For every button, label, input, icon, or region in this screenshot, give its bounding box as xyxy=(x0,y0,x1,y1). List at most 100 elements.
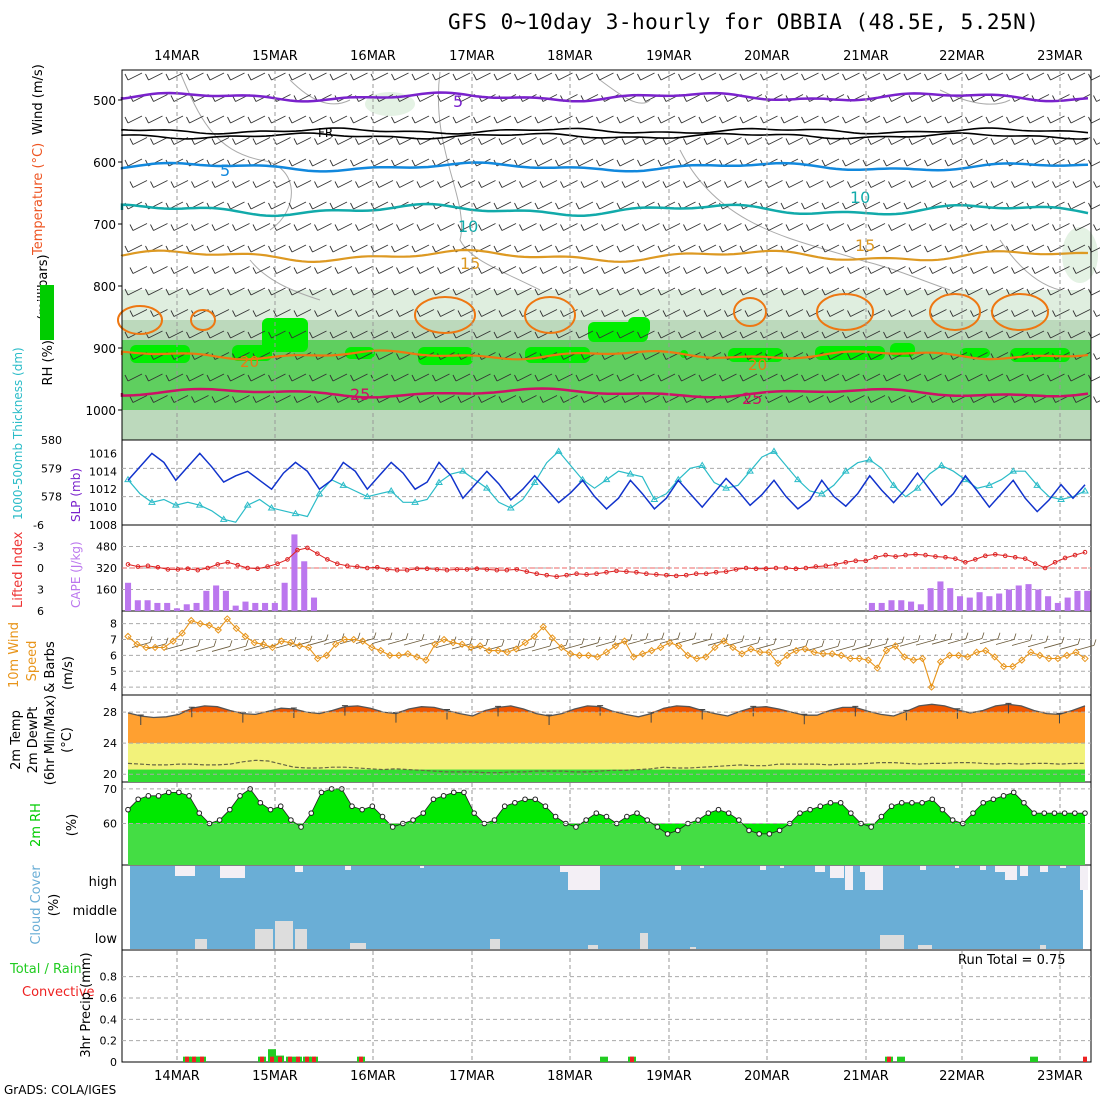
wind10-barb xyxy=(915,633,937,646)
wind10-barb xyxy=(579,636,601,649)
wind-barb xyxy=(637,373,655,382)
wind-barb xyxy=(396,395,414,403)
temp-minmax xyxy=(852,705,859,717)
wind-label: Wind (m/s) xyxy=(31,64,46,135)
cape-bar xyxy=(1035,589,1042,611)
slp-ylabel: SLP (mb) xyxy=(69,468,83,522)
wind-barb xyxy=(842,115,860,124)
wind-barb xyxy=(1006,330,1024,339)
wind-barb xyxy=(493,115,512,124)
wind-barb xyxy=(985,72,1004,81)
wind-barb xyxy=(883,72,901,81)
credit-text: GrADS: COLA/IGES xyxy=(4,1083,117,1097)
wind-speed-point xyxy=(223,615,232,623)
wind-barb xyxy=(396,180,414,188)
cape-bar xyxy=(996,593,1003,611)
li-point xyxy=(763,566,769,572)
rh-point xyxy=(695,817,701,823)
wind-barb xyxy=(924,158,942,167)
wind-barb xyxy=(908,137,927,145)
wind-barb xyxy=(637,244,655,253)
wind-barb xyxy=(621,309,640,317)
cape-bar xyxy=(262,602,269,611)
wind-barb xyxy=(1011,137,1029,145)
temp-minmax xyxy=(597,705,604,716)
wind-barb xyxy=(1067,201,1086,210)
cape-bar xyxy=(310,597,318,611)
cape-label: CAPE (J/kg) xyxy=(69,541,83,608)
wind-barb xyxy=(744,395,763,403)
wind-barb xyxy=(186,373,204,382)
cape-bar xyxy=(213,585,220,611)
temp-closed-contour xyxy=(524,296,576,334)
wind-speed-point xyxy=(187,616,195,625)
li-point xyxy=(594,571,599,577)
wind-barb xyxy=(678,72,696,81)
wind-speed-point xyxy=(431,640,439,648)
wind-barb xyxy=(867,266,886,274)
temp-closed-contour xyxy=(991,293,1049,331)
slp-tick: 1008 xyxy=(89,519,117,532)
cloud-high-gap xyxy=(815,866,825,872)
li-point xyxy=(813,564,819,569)
temp-closed-contour xyxy=(190,309,216,331)
wind-barb xyxy=(780,201,799,210)
wind-barb xyxy=(514,244,532,253)
wind-barb xyxy=(903,244,922,253)
cape-bar xyxy=(183,604,190,611)
wind-barb xyxy=(288,287,307,296)
cape-bar xyxy=(134,600,141,611)
li-point xyxy=(534,571,540,577)
wind-speed-point xyxy=(837,651,845,660)
wind-speed-point xyxy=(449,638,457,647)
wind-speed-point xyxy=(693,654,701,663)
wind-barb xyxy=(1031,137,1050,145)
wind-barb xyxy=(970,137,988,145)
cloud-high-gap xyxy=(845,866,853,890)
rh-point xyxy=(1041,810,1048,816)
wind-barb xyxy=(288,373,307,382)
wind-barb xyxy=(785,137,804,145)
rh-point xyxy=(654,824,661,830)
wind-barb xyxy=(801,115,819,124)
wind-barb xyxy=(908,94,927,102)
precip-tick: 0.6 xyxy=(100,992,118,1005)
wind-speed-point xyxy=(142,643,150,652)
wind-barb xyxy=(826,395,845,403)
wind-barb xyxy=(437,223,455,231)
wind-speed-point xyxy=(593,653,602,661)
wind-barb xyxy=(806,180,824,188)
cloud-high-gap xyxy=(980,866,986,870)
wind-barb xyxy=(129,137,148,145)
wind-speed-point xyxy=(738,650,746,658)
wind-barb xyxy=(949,223,968,231)
wind-barb xyxy=(145,115,163,124)
thickness-point xyxy=(435,478,443,485)
wind-barb xyxy=(842,158,860,167)
li-point xyxy=(325,557,330,562)
contour-label: 10 xyxy=(458,217,478,236)
wind-speed-point xyxy=(602,648,611,656)
slp-tick: 1012 xyxy=(89,483,117,496)
wind-barb xyxy=(416,309,435,317)
temp-minmax xyxy=(495,705,502,717)
thickness-tick: 579 xyxy=(41,462,62,475)
li-point xyxy=(783,565,789,571)
thickness-point xyxy=(985,481,994,488)
wind-barb xyxy=(350,201,368,210)
wind-barb xyxy=(821,287,840,296)
wind-barb xyxy=(949,266,968,274)
wind-barb xyxy=(821,373,840,382)
wind-barb xyxy=(842,373,860,382)
wind-barb xyxy=(350,373,368,382)
wind-speed-point xyxy=(566,650,575,658)
rain-bar xyxy=(1030,1056,1038,1062)
rh-ylabel: (%) xyxy=(65,814,80,837)
wind-barb xyxy=(990,395,1009,403)
wind-barb xyxy=(780,287,799,296)
thickness-point xyxy=(770,447,778,454)
wind-barb xyxy=(908,395,927,403)
li-point xyxy=(315,551,320,556)
wind-barb xyxy=(842,72,860,81)
